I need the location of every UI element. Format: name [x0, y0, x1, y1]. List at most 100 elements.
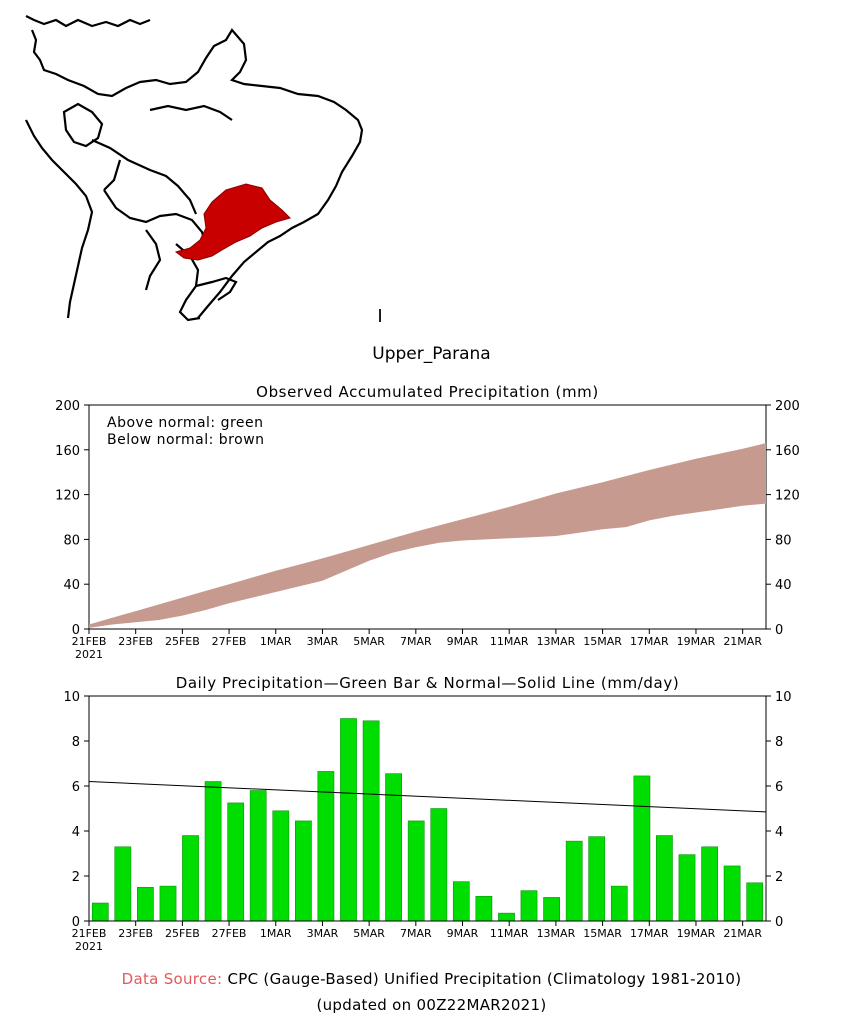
border [62, 102, 104, 148]
region-title: Upper_Parana [372, 344, 491, 364]
data-source-label: Data Source: [121, 970, 223, 988]
x-tick-label: 3MAR [307, 927, 339, 940]
precip-bar [452, 881, 470, 922]
coastline-west [25, 119, 94, 319]
coastline-north [25, 15, 151, 28]
precip-bar [317, 771, 335, 922]
border [103, 159, 122, 191]
x-year-label: 2021 [75, 940, 103, 953]
x-tick-label: 9MAR [447, 927, 479, 940]
precip-bar [746, 882, 764, 922]
precip-bar [204, 781, 222, 922]
accumulation-band [89, 443, 766, 628]
x-tick-label: 15MAR [583, 635, 622, 648]
x-tick-label: 21FEB [72, 635, 107, 648]
daily-precip-chart: Daily Precipitation—Green Bar & Normal—S… [63, 674, 792, 953]
data-source-footer: Data Source: CPC (Gauge-Based) Unified P… [0, 966, 863, 1018]
y-tick-label-left: 200 [55, 399, 80, 414]
precip-bar [701, 846, 718, 922]
precip-bar [295, 820, 312, 922]
x-tick-label: 13MAR [537, 635, 576, 648]
x-tick-label: 19MAR [677, 635, 716, 648]
normal-line [88, 781, 767, 813]
x-tick-label: 21FEB [72, 927, 107, 940]
precip-bar [475, 896, 493, 922]
x-tick-label: 11MAR [490, 635, 529, 648]
x-tick-label: 23FEB [118, 927, 153, 940]
y-tick-label-left: 8 [72, 735, 80, 750]
y-tick-label-right: 120 [775, 489, 800, 504]
x-tick-label: 21MAR [723, 635, 762, 648]
precip-bar [407, 820, 425, 922]
x-tick-label: 25FEB [165, 635, 200, 648]
x-tick-label: 1MAR [260, 927, 292, 940]
precip-bar [678, 854, 696, 922]
precip-bar [520, 890, 538, 922]
y-tick-label-left: 0 [72, 623, 80, 638]
x-tick-label: 5MAR [353, 927, 385, 940]
x-tick-label: 19MAR [677, 927, 716, 940]
upper-parana-basin [174, 183, 291, 261]
border [195, 276, 238, 301]
precip-bar [610, 885, 628, 922]
x-tick-label: 27FEB [212, 927, 247, 940]
y-tick-label-right: 40 [775, 578, 792, 593]
border [91, 138, 198, 215]
accumulated-precip-chart: Observed Accumulated Precipitation (mm) 0… [55, 383, 800, 661]
precip-bar [723, 865, 741, 922]
x-tick-label: 25FEB [165, 927, 200, 940]
legend-below: Below normal: brown [107, 432, 265, 448]
y-tick-label-left: 10 [63, 690, 80, 705]
x-tick-label: 23FEB [118, 635, 153, 648]
legend-above: Above normal: green [107, 415, 264, 431]
updated-time: (updated on 00Z22MAR2021) [316, 996, 547, 1014]
y-tick-label-right: 10 [775, 690, 792, 705]
precip-bar [249, 790, 267, 922]
x-year-label: 2021 [75, 648, 103, 661]
y-tick-label-right: 0 [775, 623, 783, 638]
precip-bar [340, 718, 357, 922]
x-tick-label: 5MAR [353, 635, 385, 648]
x-tick-label: 13MAR [537, 927, 576, 940]
precip-bar [182, 835, 199, 922]
x-tick-label: 17MAR [630, 927, 669, 940]
border [103, 189, 208, 247]
y-tick-label-left: 4 [72, 825, 80, 840]
precip-bar [565, 840, 583, 922]
x-tick-label: 17MAR [630, 635, 669, 648]
plot-frame-overlay [88, 695, 767, 922]
y-tick-label-left: 160 [55, 444, 80, 459]
precip-bar [272, 810, 290, 922]
x-tick-label: 9MAR [447, 635, 479, 648]
precip-bar [430, 808, 448, 922]
precip-bar [543, 897, 560, 922]
precip-bar [498, 912, 515, 922]
region-locator-map: I [25, 15, 383, 327]
y-tick-label-right: 160 [775, 444, 800, 459]
precip-bar [633, 775, 651, 922]
data-source-text: CPC (Gauge-Based) Unified Precipitation … [227, 970, 742, 988]
plot-frame [88, 404, 767, 630]
precip-bar [656, 835, 673, 922]
precip-bar [137, 887, 154, 922]
coastline [30, 28, 364, 319]
chart-title: Observed Accumulated Precipitation (mm) [256, 383, 599, 401]
border [149, 104, 233, 121]
x-tick-label: 7MAR [400, 635, 432, 648]
y-tick-label-right: 2 [775, 870, 783, 885]
y-tick-label-left: 80 [63, 533, 80, 548]
x-tick-label: 15MAR [583, 927, 622, 940]
precip-bar [227, 802, 245, 922]
chart-title: Daily Precipitation—Green Bar & Normal—S… [176, 674, 680, 692]
x-tick-label: 27FEB [212, 635, 247, 648]
precip-bar [588, 836, 606, 922]
y-tick-label-left: 2 [72, 870, 80, 885]
precip-bar [91, 902, 109, 922]
x-tick-label: 3MAR [307, 635, 339, 648]
x-tick-label: 11MAR [490, 927, 529, 940]
precip-bar [114, 846, 132, 922]
y-tick-label-right: 200 [775, 399, 800, 414]
y-tick-label-right: 80 [775, 533, 792, 548]
border [144, 229, 162, 291]
y-tick-label-left: 6 [72, 780, 80, 795]
